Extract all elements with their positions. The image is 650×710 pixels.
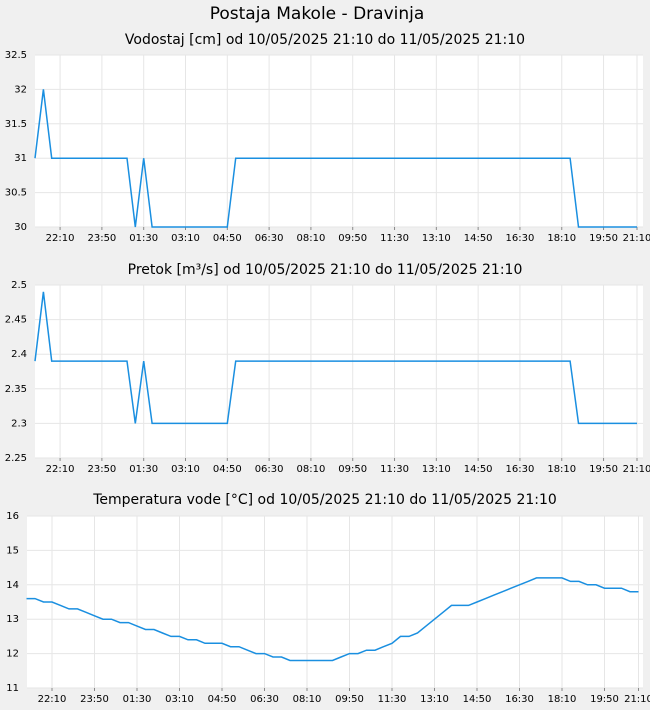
x-tick-label: 18:10 bbox=[547, 233, 576, 244]
y-tick-label: 13 bbox=[6, 614, 19, 625]
x-tick-label: 08:10 bbox=[297, 233, 326, 244]
x-tick-label: 23:50 bbox=[87, 233, 116, 244]
x-tick-label: 18:10 bbox=[548, 694, 577, 705]
y-tick-label: 12 bbox=[6, 649, 19, 660]
y-tick-label: 16 bbox=[6, 511, 19, 522]
x-tick-label: 22:10 bbox=[46, 233, 75, 244]
chart-subtitle: Temperatura vode [°C] od 10/05/2025 21:1… bbox=[92, 492, 557, 508]
x-tick-label: 11:30 bbox=[380, 233, 409, 244]
x-tick-label: 03:10 bbox=[171, 233, 200, 244]
x-tick-label: 14:50 bbox=[463, 694, 492, 705]
x-tick-label: 14:50 bbox=[464, 233, 493, 244]
x-tick-label: 11:30 bbox=[380, 464, 409, 475]
x-tick-label: 13:10 bbox=[422, 233, 451, 244]
y-tick-label: 2.4 bbox=[11, 349, 27, 360]
plot-area bbox=[27, 516, 643, 688]
x-tick-label: 06:30 bbox=[250, 694, 279, 705]
y-tick-label: 2.5 bbox=[11, 280, 27, 291]
y-tick-label: 32 bbox=[14, 84, 27, 95]
chart-subtitle: Pretok [m³/s] od 10/05/2025 21:10 do 11/… bbox=[128, 262, 523, 278]
x-tick-label: 19:50 bbox=[590, 694, 619, 705]
x-tick-label: 14:50 bbox=[464, 464, 493, 475]
x-tick-label: 01:30 bbox=[129, 233, 158, 244]
x-tick-label: 06:30 bbox=[255, 464, 284, 475]
x-tick-label: 21:10 bbox=[623, 464, 650, 475]
x-tick-label: 08:10 bbox=[297, 464, 326, 475]
x-tick-label: 18:10 bbox=[547, 464, 576, 475]
y-tick-label: 14 bbox=[6, 580, 19, 591]
x-tick-label: 04:50 bbox=[213, 464, 242, 475]
y-tick-label: 11 bbox=[6, 683, 19, 694]
y-tick-label: 15 bbox=[6, 545, 19, 556]
data-line bbox=[34, 89, 637, 228]
x-tick-label: 22:10 bbox=[46, 464, 75, 475]
x-tick-label: 13:10 bbox=[420, 694, 449, 705]
y-tick-label: 2.3 bbox=[11, 418, 27, 429]
plot-area bbox=[35, 55, 643, 227]
x-tick-label: 22:10 bbox=[38, 694, 67, 705]
x-tick-label: 21:10 bbox=[623, 233, 650, 244]
x-tick-label: 03:10 bbox=[171, 464, 200, 475]
x-tick-label: 01:30 bbox=[123, 694, 152, 705]
x-tick-label: 06:30 bbox=[255, 233, 284, 244]
x-tick-label: 16:30 bbox=[506, 233, 535, 244]
y-tick-label: 2.35 bbox=[5, 384, 27, 395]
x-tick-label: 16:30 bbox=[506, 464, 535, 475]
x-tick-label: 16:30 bbox=[505, 694, 534, 705]
y-tick-label: 31.5 bbox=[5, 119, 27, 130]
x-tick-label: 21:10 bbox=[624, 694, 650, 705]
x-tick-label: 04:50 bbox=[213, 233, 242, 244]
y-tick-label: 32.5 bbox=[5, 50, 27, 61]
x-tick-label: 04:50 bbox=[208, 694, 237, 705]
x-tick-label: 19:50 bbox=[589, 464, 618, 475]
data-line bbox=[34, 291, 637, 425]
page-title: Postaja Makole - Dravinja bbox=[210, 4, 425, 24]
x-tick-label: 13:10 bbox=[422, 464, 451, 475]
x-tick-label: 09:50 bbox=[338, 464, 367, 475]
x-tick-label: 23:50 bbox=[87, 464, 116, 475]
x-tick-label: 19:50 bbox=[589, 233, 618, 244]
y-tick-label: 2.25 bbox=[5, 453, 27, 464]
y-tick-label: 2.45 bbox=[5, 315, 27, 326]
y-tick-label: 30 bbox=[14, 222, 27, 233]
x-tick-label: 09:50 bbox=[335, 694, 364, 705]
x-tick-label: 08:10 bbox=[293, 694, 322, 705]
x-tick-label: 09:50 bbox=[338, 233, 367, 244]
plot-area bbox=[35, 285, 643, 458]
data-line bbox=[26, 577, 639, 662]
chart-subtitle: Vodostaj [cm] od 10/05/2025 21:10 do 11/… bbox=[125, 32, 525, 48]
x-tick-label: 11:30 bbox=[378, 694, 407, 705]
x-tick-label: 01:30 bbox=[129, 464, 158, 475]
y-tick-label: 31 bbox=[14, 153, 27, 164]
x-tick-label: 03:10 bbox=[165, 694, 194, 705]
x-tick-label: 23:50 bbox=[80, 694, 109, 705]
y-tick-label: 30.5 bbox=[5, 188, 27, 199]
